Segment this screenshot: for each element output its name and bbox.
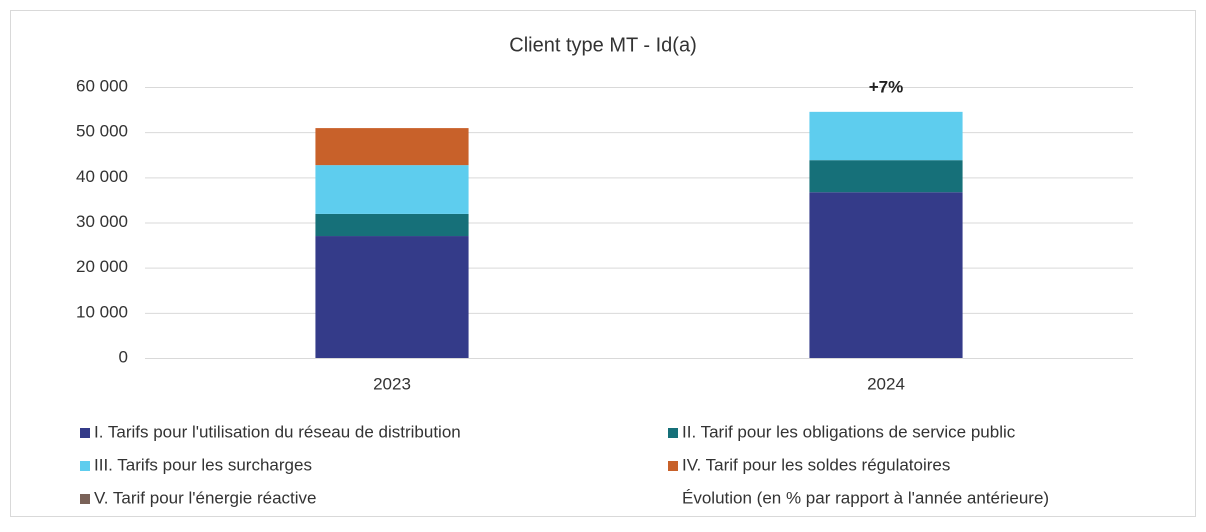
chart-frame [10,10,1196,517]
y-tick-label: 10 000 [76,302,128,321]
bar-segment [315,213,469,237]
bar-segment [315,236,469,358]
chart-title: Client type MT - Id(a) [509,34,696,56]
legend-swatch [668,428,678,438]
x-tick-label: 2024 [867,374,905,393]
data-label: +7% [869,77,904,96]
y-tick-label: 0 [119,347,128,366]
legend-label: II. Tarif pour les obligations de servic… [682,422,1016,441]
y-tick-label: 40 000 [76,167,128,186]
y-tick-label: 20 000 [76,257,128,276]
bar-segment [809,192,963,358]
bar-segment [315,128,469,166]
bar-segment [809,111,963,161]
bar-segment [809,160,963,193]
y-tick-label: 50 000 [76,122,128,141]
legend-swatch [80,494,90,504]
y-tick-label: 30 000 [76,212,128,231]
legend-label: III. Tarifs pour les surcharges [94,455,312,474]
legend-swatch [80,461,90,471]
x-tick-label: 2023 [373,374,411,393]
legend-label: V. Tarif pour l'énergie réactive [94,488,317,507]
legend-label: I. Tarifs pour l'utilisation du réseau d… [94,422,461,441]
bar-segment [315,165,469,214]
legend-swatch [668,461,678,471]
legend-label: Évolution (en % par rapport à l'année an… [682,488,1049,507]
legend-swatch [80,428,90,438]
y-tick-label: 60 000 [76,76,128,95]
legend-label: IV. Tarif pour les soldes régulatoires [682,455,950,474]
